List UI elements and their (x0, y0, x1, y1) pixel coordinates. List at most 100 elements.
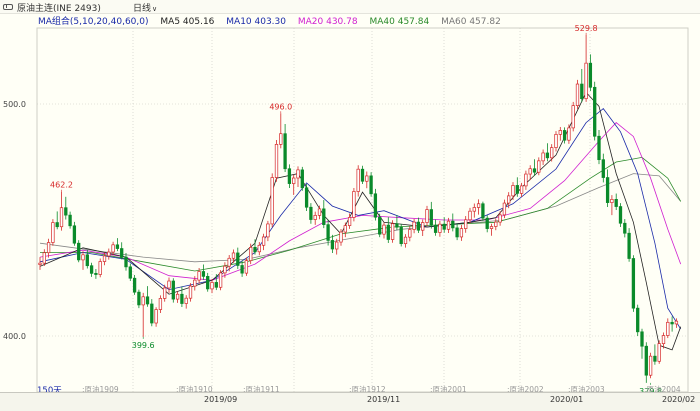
candle[interactable] (257, 242, 261, 256)
candle[interactable] (124, 252, 128, 271)
candle[interactable] (352, 187, 356, 222)
candle[interactable] (210, 278, 214, 294)
candle[interactable] (421, 219, 425, 237)
candle[interactable] (72, 221, 77, 246)
candle[interactable] (81, 251, 85, 270)
candle[interactable] (502, 199, 507, 219)
candle[interactable] (657, 340, 661, 364)
candle[interactable] (459, 224, 464, 241)
candle[interactable] (558, 126, 562, 141)
candle[interactable] (236, 247, 240, 269)
candle[interactable] (102, 252, 107, 266)
candle[interactable] (249, 243, 253, 265)
candle[interactable] (674, 318, 679, 328)
candle[interactable] (369, 172, 373, 197)
candle[interactable] (206, 272, 210, 292)
candle[interactable] (51, 219, 55, 246)
candle[interactable] (451, 213, 455, 232)
candle[interactable] (154, 307, 158, 327)
candle[interactable] (412, 218, 416, 234)
candle[interactable] (171, 278, 175, 303)
candle[interactable] (38, 257, 42, 270)
candle[interactable] (175, 291, 180, 303)
candle[interactable] (261, 233, 266, 251)
candle[interactable] (562, 127, 567, 144)
candle[interactable] (184, 295, 188, 309)
candle[interactable] (42, 249, 46, 266)
candle[interactable] (167, 277, 171, 293)
candle[interactable] (300, 166, 304, 191)
candle[interactable] (296, 166, 300, 188)
candle[interactable] (433, 219, 438, 236)
candle[interactable] (193, 276, 197, 291)
candle[interactable] (507, 192, 511, 209)
candle[interactable] (416, 217, 421, 233)
candle[interactable] (464, 216, 468, 233)
candle[interactable] (115, 238, 120, 252)
candle[interactable] (575, 79, 580, 110)
candle[interactable] (640, 328, 644, 359)
candle[interactable] (541, 149, 545, 166)
candle[interactable] (335, 238, 339, 255)
candle[interactable] (77, 240, 81, 263)
candle[interactable] (141, 292, 145, 337)
candle[interactable] (670, 316, 674, 332)
candle[interactable] (68, 211, 72, 229)
candle[interactable] (378, 213, 382, 238)
candle[interactable] (597, 129, 601, 165)
candle[interactable] (274, 139, 279, 182)
candle[interactable] (571, 101, 575, 132)
candle[interactable] (287, 164, 292, 188)
candle[interactable] (304, 184, 309, 211)
candle[interactable] (666, 318, 670, 339)
candle[interactable] (201, 264, 206, 280)
period-selector[interactable]: 日线∨ (133, 1, 157, 14)
candle[interactable] (601, 153, 605, 183)
candle[interactable] (330, 234, 335, 253)
candle[interactable] (627, 228, 631, 262)
candle[interactable] (266, 220, 270, 242)
candle[interactable] (339, 229, 343, 246)
candle[interactable] (283, 123, 287, 172)
candle[interactable] (580, 68, 584, 103)
candle[interactable] (218, 270, 223, 291)
candle[interactable] (85, 249, 89, 269)
candle[interactable] (270, 173, 274, 228)
candle[interactable] (279, 113, 283, 149)
candle[interactable] (55, 211, 59, 230)
candle[interactable] (373, 188, 378, 221)
candle[interactable] (227, 255, 231, 272)
candle[interactable] (537, 157, 541, 176)
candle[interactable] (446, 217, 451, 233)
candle[interactable] (98, 258, 102, 278)
candle[interactable] (498, 211, 502, 226)
candle[interactable] (145, 286, 150, 307)
candle[interactable] (59, 191, 64, 231)
candle[interactable] (528, 165, 532, 181)
candle[interactable] (584, 34, 588, 102)
candle[interactable] (567, 124, 571, 144)
candle[interactable] (532, 159, 537, 176)
candle[interactable] (550, 144, 554, 162)
candle[interactable] (64, 196, 68, 220)
candle[interactable] (468, 207, 472, 224)
candle[interactable] (476, 199, 481, 215)
candle[interactable] (593, 81, 597, 141)
candle[interactable] (365, 171, 369, 189)
candle[interactable] (519, 182, 524, 198)
candle[interactable] (614, 193, 618, 211)
candle[interactable] (515, 177, 519, 197)
candle[interactable] (309, 203, 313, 224)
candle[interactable] (554, 131, 558, 152)
candle[interactable] (360, 165, 365, 185)
candle[interactable] (399, 223, 403, 247)
candle[interactable] (455, 223, 459, 241)
candle[interactable] (253, 239, 257, 255)
candle[interactable] (163, 284, 167, 302)
candle[interactable] (382, 222, 386, 239)
candle[interactable] (395, 215, 399, 230)
candle[interactable] (132, 274, 137, 295)
candle[interactable] (661, 332, 666, 349)
candle[interactable] (128, 263, 132, 282)
